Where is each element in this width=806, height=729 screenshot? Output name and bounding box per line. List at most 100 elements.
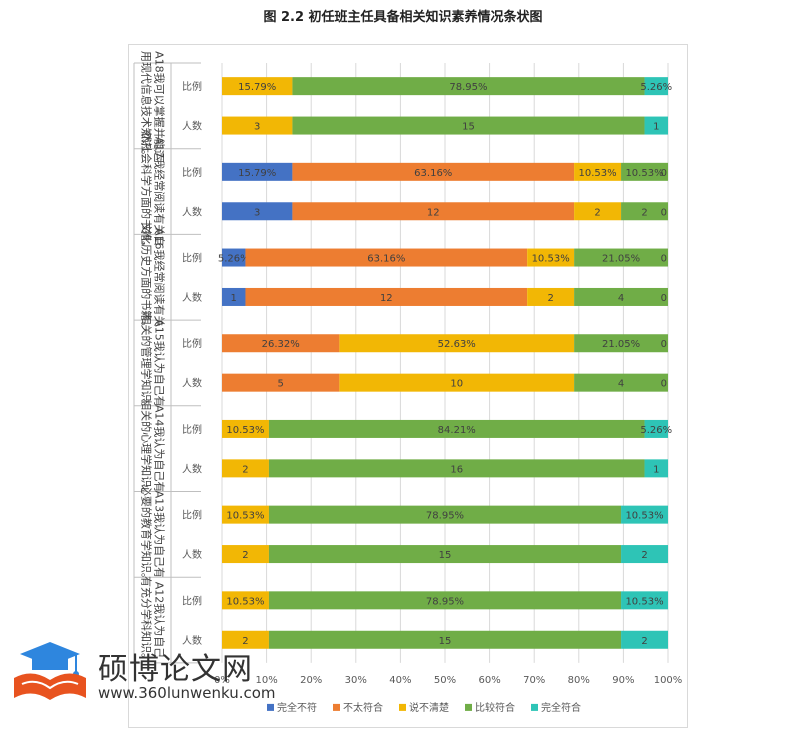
bar-segment [339, 334, 575, 353]
bar-segment [574, 248, 668, 267]
watermark: 硕博论文网 www.360lunwenku.com [10, 638, 276, 708]
bar-segment [222, 545, 269, 564]
bar-segment [644, 419, 668, 438]
data-label: 5.26% [640, 82, 672, 93]
bar-segment [245, 287, 528, 306]
data-label: 10 [450, 379, 463, 390]
bar-segment [222, 373, 340, 392]
group-label: A16我经常阅读有关 [153, 228, 167, 327]
bar-segment [222, 248, 246, 267]
data-label: 10.53% [532, 254, 570, 265]
bar-segment [574, 373, 668, 392]
x-tick-label: 90% [612, 675, 634, 686]
data-label: 1 [653, 464, 659, 475]
bar-segment [621, 630, 668, 649]
data-label: 52.63% [438, 339, 476, 350]
group-label: 然社会科学方面的书籍。 [140, 131, 154, 252]
row-type-label: 人数 [182, 291, 202, 304]
data-label: 15.79% [238, 82, 276, 93]
bar-segment [222, 334, 340, 353]
bar-segment [644, 116, 668, 135]
x-tick-label: 60% [478, 675, 500, 686]
legend-label: 比较符合 [475, 701, 515, 714]
data-label: 10.53% [578, 168, 616, 179]
bar-segment [292, 116, 645, 135]
data-label: 5.26% [218, 254, 250, 265]
row-type-label: 比例 [182, 337, 202, 350]
row-type-label: 比例 [182, 166, 202, 179]
data-label: 0 [661, 339, 667, 350]
page-title: 图 2.2 初任班主任具备相关知识素养情况条状图 [263, 10, 543, 25]
data-label: 15 [462, 122, 475, 133]
row-type-label: 比例 [182, 594, 202, 607]
row-type-label: 人数 [182, 205, 202, 218]
bar-segment [621, 202, 668, 221]
data-label: 2 [594, 207, 600, 218]
x-tick-label: 100% [654, 675, 683, 686]
bar-segment [222, 162, 293, 181]
bar-segment [222, 505, 269, 524]
data-label: 0 [661, 379, 667, 390]
legend-label: 完全符合 [541, 701, 581, 714]
data-label: 3 [254, 207, 260, 218]
bar-segment [222, 419, 269, 438]
data-label: 84.21% [438, 425, 476, 436]
bar-segment [268, 545, 622, 564]
bar-segment [339, 373, 575, 392]
data-label: 2 [242, 550, 248, 561]
bar-segment [574, 162, 622, 181]
bar-segment [292, 162, 575, 181]
data-label: 4 [618, 293, 624, 304]
data-label: 63.16% [414, 168, 452, 179]
x-tick-label: 20% [300, 675, 322, 686]
group-label: A17我经常阅读有关自 [153, 137, 167, 247]
group-label: 相关的管理学知识。 [140, 313, 154, 412]
group-label: A18我可以掌握并能运 [153, 51, 167, 161]
bar-segment [222, 202, 293, 221]
bar-segment [222, 591, 269, 610]
legend-swatch [399, 703, 406, 711]
x-tick-label: 50% [434, 675, 456, 686]
data-label: 78.95% [426, 596, 464, 607]
legend-label: 说不清楚 [409, 701, 449, 714]
data-label: 10.53% [625, 596, 663, 607]
x-tick-label: 80% [568, 675, 590, 686]
bar-segment [268, 419, 645, 438]
group-label: 必要的教育学知识。 [140, 485, 154, 584]
data-label: 2 [547, 293, 553, 304]
bar-segment [621, 162, 668, 181]
bar-segment [222, 287, 246, 306]
data-label: 21.05% [602, 339, 640, 350]
data-label: 3 [254, 122, 260, 133]
watermark-title: 硕博论文网 [98, 652, 253, 687]
row-type-label: 人数 [182, 377, 202, 390]
bar-segment [574, 202, 622, 221]
bar-segment [644, 77, 668, 96]
row-type-label: 比例 [182, 80, 202, 93]
row-type-label: 人数 [182, 462, 202, 475]
row-type-label: 人数 [182, 548, 202, 561]
bar-segment [574, 287, 668, 306]
data-label: 78.95% [426, 511, 464, 522]
legend-swatch [333, 703, 340, 711]
x-tick-label: 0% [214, 675, 230, 686]
group-label: A14我认为自己有 [153, 405, 167, 493]
row-type-label: 比例 [182, 509, 202, 522]
data-label: 4 [618, 379, 624, 390]
bar-segment [222, 630, 269, 649]
chart-frame: 0% 10% 20% 30% 40% 50% 60% 70% 80% 90% 100% A18我可以掌… [128, 44, 688, 728]
legend-swatch [531, 703, 538, 711]
bar-segment [292, 202, 575, 221]
data-label: 10.53% [226, 511, 264, 522]
group-label: 相关的心理学知识。 [140, 399, 154, 498]
group-label: A15我认为自己有 [153, 319, 167, 407]
bar-segment [222, 77, 293, 96]
legend-swatch [267, 703, 274, 711]
data-label: 10.53% [625, 168, 663, 179]
bar-segment [268, 459, 645, 478]
bar-segment [527, 287, 575, 306]
data-label: 0 [661, 168, 667, 179]
data-label: 78.95% [449, 82, 487, 93]
bar-segment [268, 505, 622, 524]
bar-segment [222, 116, 293, 135]
